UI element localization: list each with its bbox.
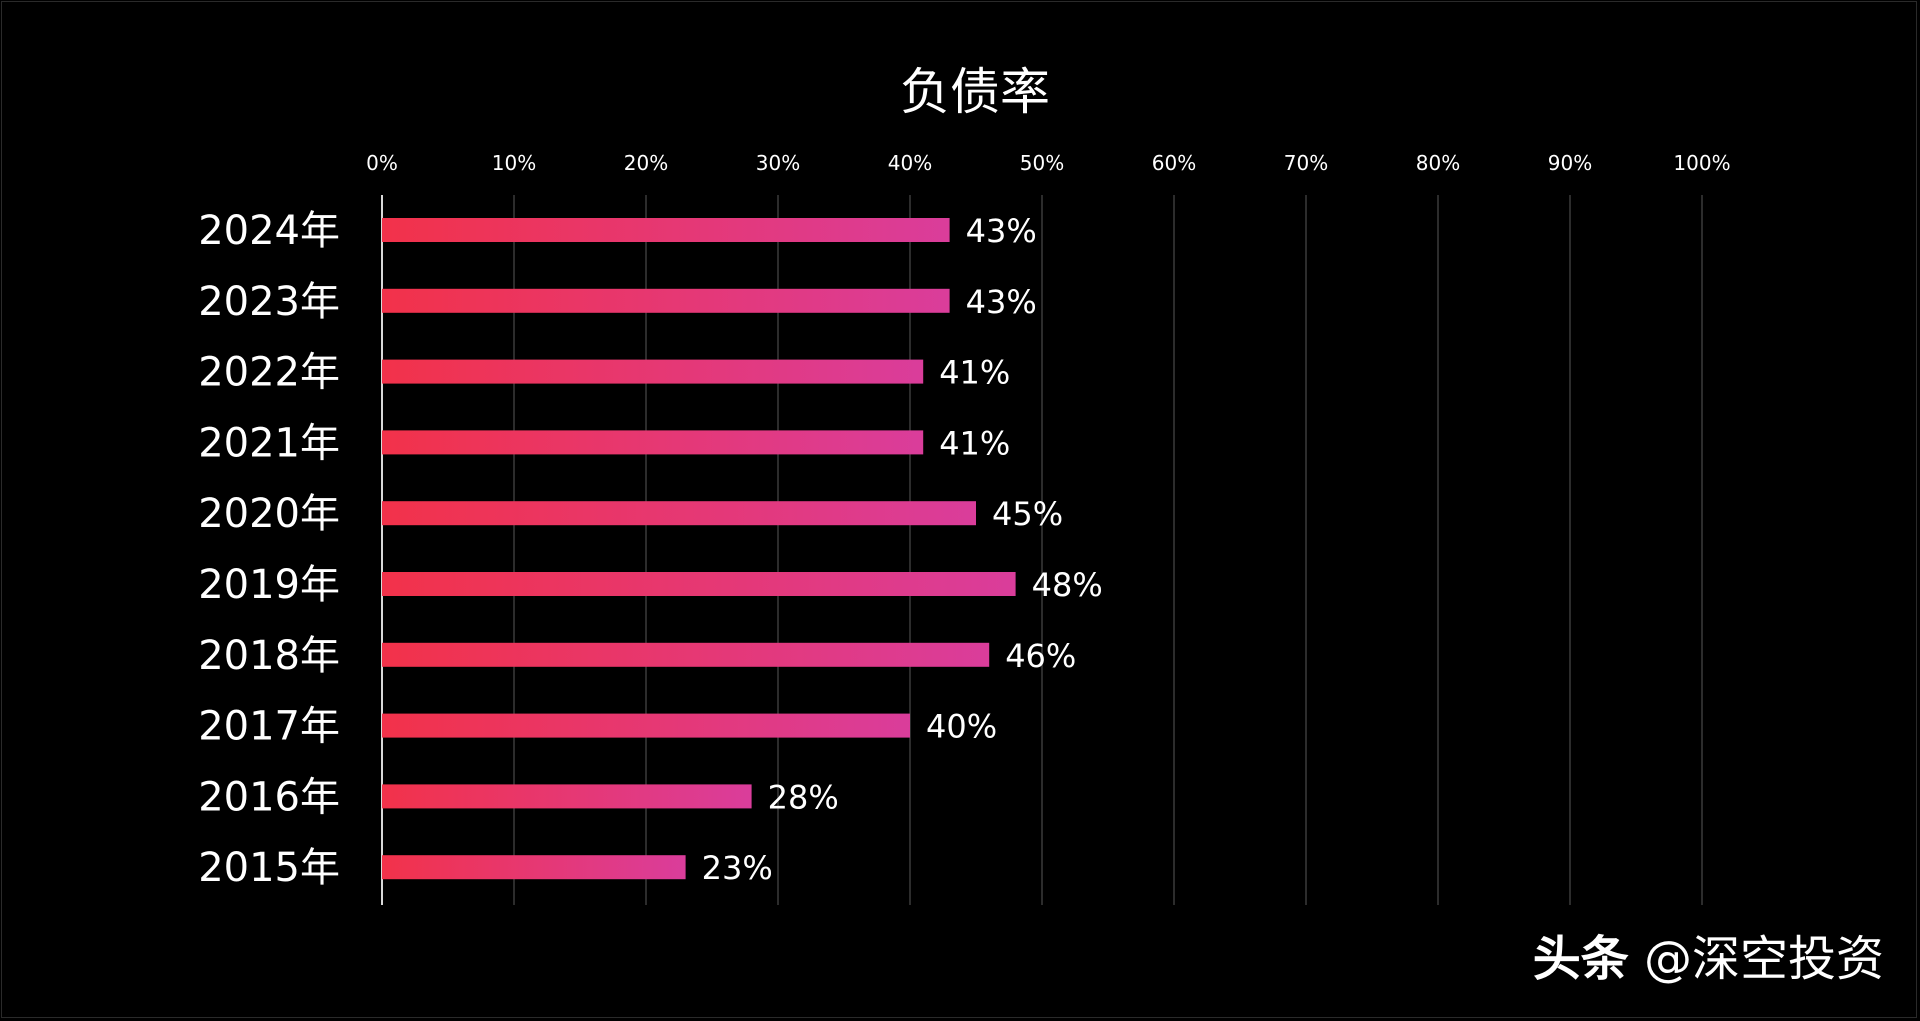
- bar: [382, 642, 990, 667]
- data-label: 41%: [939, 424, 1010, 462]
- category-label: 2017年: [198, 704, 340, 750]
- category-label: 2018年: [198, 633, 340, 679]
- bar: [382, 784, 752, 809]
- data-label: 46%: [1005, 637, 1076, 675]
- data-label: 45%: [992, 495, 1063, 533]
- bar: [382, 855, 686, 880]
- x-tick-label: 60%: [1152, 151, 1196, 175]
- x-tick-label: 50%: [1020, 151, 1064, 175]
- category-label: 2024年: [198, 208, 340, 254]
- watermark-handle: @深空投资: [1643, 931, 1884, 987]
- data-label: 28%: [768, 778, 839, 816]
- data-label: 40%: [926, 708, 997, 746]
- y-axis-labels: 2024年 2023年 2022年 2021年 2020年 2019年 2018年 2017年…: [198, 208, 340, 891]
- bar: [382, 713, 910, 738]
- bar: [382, 572, 1016, 596]
- x-tick-label: 0%: [366, 151, 398, 175]
- category-label: 2023年: [198, 279, 340, 325]
- bar: [382, 430, 924, 455]
- category-label: 2019年: [198, 562, 340, 608]
- category-label: 2020年: [198, 491, 340, 537]
- x-tick-label: 20%: [624, 151, 668, 175]
- x-tick-label: 10%: [492, 151, 536, 175]
- data-label: 23%: [702, 849, 773, 887]
- watermark-brand: 头条: [1532, 931, 1629, 987]
- data-labels: 43% 43% 41% 41% 45% 48% 46%40% 28% 23%: [702, 212, 1103, 887]
- data-label: 48%: [1032, 566, 1103, 604]
- bar: [382, 288, 950, 313]
- x-tick-label: 70%: [1284, 151, 1328, 175]
- x-axis-ticks: 0% 10% 20% 30% 40% 50% 60% 70% 80% 90% 100%: [366, 151, 1730, 175]
- category-label: 2016年: [198, 774, 340, 820]
- data-label: 43%: [966, 283, 1037, 321]
- x-tick-label: 90%: [1548, 151, 1592, 175]
- x-tick-label: 80%: [1416, 151, 1460, 175]
- chart-title: 负债率: [900, 63, 1050, 121]
- category-label: 2015年: [198, 845, 340, 891]
- x-tick-label: 40%: [888, 151, 932, 175]
- x-tick-label: 30%: [756, 151, 800, 175]
- bar: [382, 501, 976, 526]
- data-label: 43%: [966, 212, 1037, 250]
- x-tick-label: 100%: [1673, 151, 1730, 175]
- bar: [382, 359, 924, 384]
- data-label: 41%: [939, 354, 1010, 392]
- category-label: 2022年: [198, 350, 340, 396]
- watermark: 头条 @深空投资: [1533, 919, 1884, 989]
- bars: [382, 218, 1016, 880]
- category-label: 2021年: [198, 420, 340, 466]
- bar: [382, 218, 950, 242]
